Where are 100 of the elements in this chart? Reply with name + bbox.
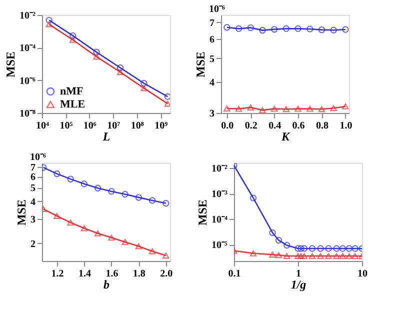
point: [80, 225, 88, 232]
y-tick-label: 6: [210, 34, 214, 46]
point: [247, 24, 254, 32]
point: [108, 234, 115, 241]
point: [46, 21, 53, 28]
point: [259, 107, 266, 113]
point: [298, 245, 304, 252]
point: [122, 190, 128, 198]
point: [93, 54, 100, 60]
point: [282, 25, 290, 32]
point: [94, 230, 102, 236]
point: [93, 48, 100, 56]
x-tick-label: 2.0: [160, 268, 173, 280]
point: [283, 253, 290, 260]
point: [306, 26, 314, 32]
point: [224, 105, 230, 112]
y-tick-label: 4: [210, 78, 214, 89]
point: [140, 85, 148, 92]
point: [148, 248, 156, 254]
x-tick-label: 1: [296, 268, 301, 280]
point: [275, 252, 282, 258]
y-tick-label: 10⁻⁸: [20, 108, 36, 120]
y-axis-title: MSE: [14, 199, 28, 226]
point: [116, 69, 124, 76]
x-tick-label: 0.0: [221, 120, 234, 132]
x-tick-label: 1.0: [340, 120, 352, 132]
point: [269, 229, 276, 236]
y-tick-label: 10⁻⁴: [212, 214, 228, 226]
point: [259, 26, 266, 34]
point: [352, 245, 358, 252]
x-tick-label: 10⁷: [107, 120, 120, 132]
point: [346, 253, 353, 260]
point: [135, 194, 142, 201]
y-tick-label: 3: [30, 214, 36, 226]
point: [270, 106, 278, 112]
x-axis-title: L: [102, 130, 110, 144]
point: [294, 106, 302, 112]
y-tick-label: 10⁻⁵: [212, 240, 228, 252]
y-tick-label: 2: [30, 238, 36, 250]
x-tick-label: 0.1: [228, 268, 241, 280]
y-axis-title: MSE: [4, 51, 18, 78]
point: [54, 170, 60, 178]
legend-label: MLE: [60, 98, 86, 110]
y-tick-label: 10⁻²: [212, 164, 228, 175]
y-tick-label: 10⁻²: [20, 10, 36, 22]
point: [269, 252, 276, 258]
point: [69, 32, 76, 40]
point: [317, 245, 324, 252]
point: [270, 26, 278, 33]
point: [80, 180, 88, 188]
point: [235, 106, 242, 112]
point: [333, 245, 340, 252]
y-tick-label: 10⁻⁶: [20, 76, 36, 87]
point: [235, 25, 242, 32]
x-tick-label: 0.2: [244, 120, 258, 132]
point: [306, 106, 314, 112]
point: [135, 243, 142, 250]
point: [148, 197, 156, 204]
point: [339, 245, 346, 252]
x-tick-label: 10: [358, 268, 368, 280]
y-axis-title: MSE: [194, 51, 208, 78]
y-tick-label: 5: [210, 54, 214, 65]
point: [294, 25, 302, 32]
point: [122, 238, 128, 245]
y-tick-label: 4: [30, 196, 36, 208]
point: [282, 106, 290, 112]
point: [67, 220, 74, 226]
point: [164, 100, 170, 107]
y-tick-label: 5: [30, 183, 36, 194]
y-tick-label: 6: [30, 172, 36, 184]
point: [116, 64, 124, 72]
x-axis-title: b: [104, 278, 110, 292]
point: [346, 245, 353, 252]
point: [54, 213, 60, 220]
point: [339, 253, 346, 260]
point: [247, 104, 254, 110]
point: [94, 184, 102, 192]
point: [108, 188, 115, 195]
point: [318, 26, 326, 34]
point: [140, 80, 148, 87]
point: [318, 106, 326, 112]
point: [333, 253, 340, 260]
point: [317, 253, 324, 260]
x-tick-label: 0.4: [268, 120, 282, 132]
point: [275, 236, 282, 244]
point: [67, 176, 74, 182]
y-tick-label: 7: [210, 18, 214, 29]
y-tick-label: 10⁻⁴: [20, 43, 36, 54]
x-tick-label: 10⁶: [83, 120, 96, 132]
point: [162, 252, 170, 259]
point: [325, 253, 332, 260]
point: [330, 26, 337, 34]
x-tick-label: 1.2: [51, 268, 64, 280]
point: [352, 253, 358, 260]
x-tick-label: 10⁵: [60, 120, 73, 132]
x-tick-label: 1.8: [132, 268, 146, 280]
x-axis-title: K: [280, 130, 290, 144]
x-tick-label: 10⁹: [154, 120, 168, 132]
point: [283, 242, 290, 249]
point: [325, 245, 332, 252]
